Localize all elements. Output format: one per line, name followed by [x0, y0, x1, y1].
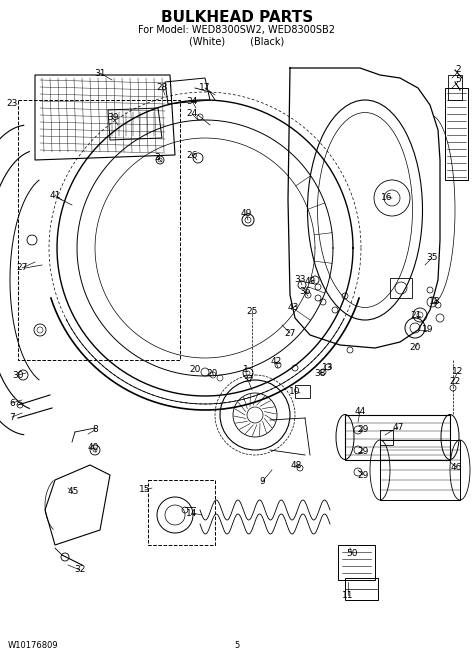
Text: 39: 39: [107, 114, 119, 122]
Text: 31: 31: [94, 69, 106, 78]
Text: 27: 27: [284, 328, 296, 337]
Text: 29: 29: [357, 470, 369, 479]
Text: 50: 50: [346, 549, 358, 557]
Text: 20: 20: [206, 370, 218, 379]
Text: 11: 11: [342, 591, 354, 600]
Text: 2: 2: [455, 65, 461, 73]
Text: 29: 29: [357, 447, 369, 456]
Text: 43: 43: [287, 303, 299, 313]
Text: 3: 3: [154, 152, 160, 162]
Text: 27: 27: [16, 264, 27, 273]
Text: 43: 43: [304, 277, 316, 286]
Text: 16: 16: [381, 192, 393, 201]
Text: 34: 34: [186, 97, 198, 105]
Text: 49: 49: [240, 209, 252, 218]
Text: 41: 41: [49, 190, 61, 199]
Text: 6: 6: [9, 398, 15, 407]
Text: 24: 24: [186, 109, 198, 118]
Text: 30: 30: [12, 371, 24, 379]
Text: 46: 46: [450, 462, 462, 472]
Text: 7: 7: [9, 413, 15, 421]
Text: 28: 28: [156, 82, 168, 92]
Text: 15: 15: [139, 485, 151, 494]
Text: 5: 5: [234, 640, 240, 649]
Text: W10176809: W10176809: [8, 640, 59, 649]
Text: 8: 8: [92, 426, 98, 434]
Text: 1: 1: [243, 366, 249, 375]
Text: 35: 35: [426, 254, 438, 262]
Text: 48: 48: [290, 460, 301, 470]
Text: 45: 45: [67, 487, 79, 496]
Text: 19: 19: [422, 326, 434, 334]
Text: 25: 25: [246, 307, 258, 317]
Text: 5: 5: [455, 75, 461, 84]
Text: 20: 20: [410, 343, 421, 353]
Text: 38: 38: [314, 368, 326, 377]
Text: (White)        (Black): (White) (Black): [190, 36, 284, 46]
Text: 33: 33: [294, 275, 306, 284]
Text: 14: 14: [186, 509, 198, 517]
Text: 21: 21: [410, 311, 422, 320]
Text: 42: 42: [270, 358, 282, 366]
Text: 37: 37: [242, 375, 254, 385]
Text: 23: 23: [6, 99, 18, 107]
Text: 47: 47: [392, 422, 404, 432]
Text: 36: 36: [299, 288, 311, 296]
Text: 22: 22: [449, 377, 461, 387]
Text: 44: 44: [355, 407, 365, 417]
Text: 20: 20: [189, 366, 201, 375]
Text: 13: 13: [322, 362, 334, 371]
Text: 32: 32: [74, 566, 86, 574]
Text: 29: 29: [357, 426, 369, 434]
Text: 17: 17: [199, 84, 211, 92]
Text: For Model: WED8300SW2, WED8300SB2: For Model: WED8300SW2, WED8300SB2: [138, 25, 336, 35]
Text: 12: 12: [452, 368, 464, 377]
Text: BULKHEAD PARTS: BULKHEAD PARTS: [161, 10, 313, 26]
Text: 9: 9: [259, 477, 265, 487]
Text: 26: 26: [186, 150, 198, 160]
Text: 40: 40: [87, 443, 99, 451]
Text: 18: 18: [429, 298, 441, 307]
Text: 10: 10: [289, 387, 301, 396]
